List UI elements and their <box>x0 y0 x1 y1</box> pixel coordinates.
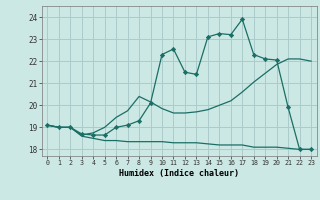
X-axis label: Humidex (Indice chaleur): Humidex (Indice chaleur) <box>119 169 239 178</box>
